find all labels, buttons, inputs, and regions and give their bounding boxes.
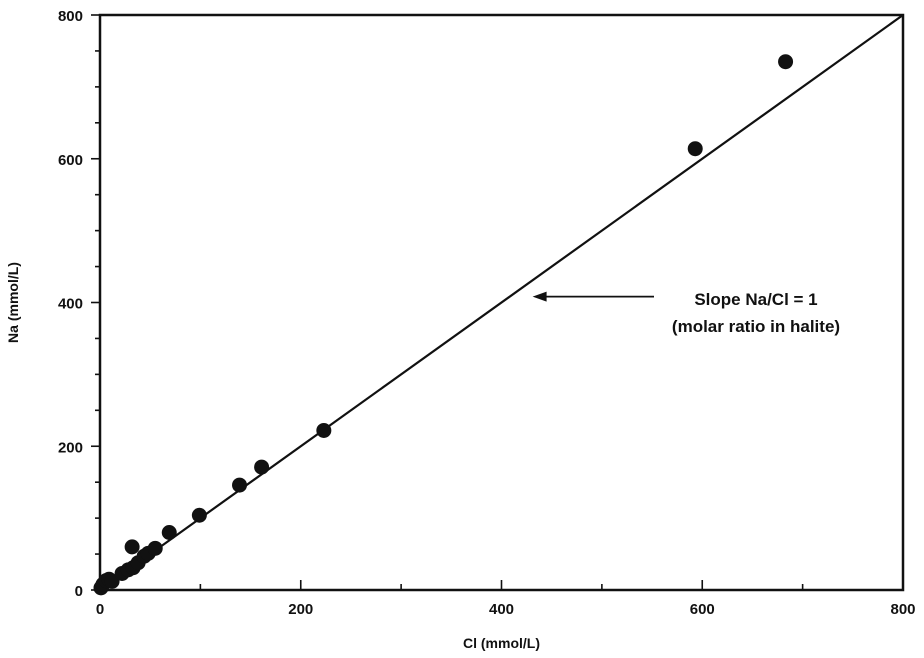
annotation-arrow	[532, 291, 654, 302]
data-point	[104, 573, 120, 589]
y-tick-label: 200	[58, 439, 83, 456]
y-axis-label: Na (mmol/L)	[5, 262, 21, 343]
data-point	[254, 459, 270, 475]
data-point	[124, 539, 140, 555]
data-point	[147, 540, 163, 556]
data-point	[232, 477, 248, 493]
data-point	[316, 422, 332, 438]
data-points	[93, 54, 794, 596]
data-point	[161, 525, 177, 540]
x-axis-label: Cl (mmol/L)	[463, 635, 540, 651]
tick-labels: 0 200 400 600 800 0 200 400 600 800	[58, 8, 916, 618]
x-tick-label: 800	[890, 601, 915, 618]
data-point	[191, 507, 207, 523]
x-tick-label: 600	[690, 601, 715, 618]
axis-ticks	[91, 14, 904, 591]
x-tick-label: 0	[96, 601, 104, 618]
x-tick-label: 400	[489, 601, 514, 618]
data-point	[687, 141, 703, 157]
annotation-line-1: Slope Na/Cl = 1	[694, 290, 817, 309]
y-tick-label: 400	[58, 296, 83, 313]
x-tick-label: 200	[288, 601, 313, 618]
slope-one-line	[99, 14, 904, 591]
y-tick-label: 800	[58, 8, 83, 25]
annotation-line-2: (molar ratio in halite)	[672, 317, 840, 336]
data-point	[778, 54, 794, 70]
y-tick-label: 0	[75, 583, 83, 600]
y-tick-label: 600	[58, 152, 83, 169]
